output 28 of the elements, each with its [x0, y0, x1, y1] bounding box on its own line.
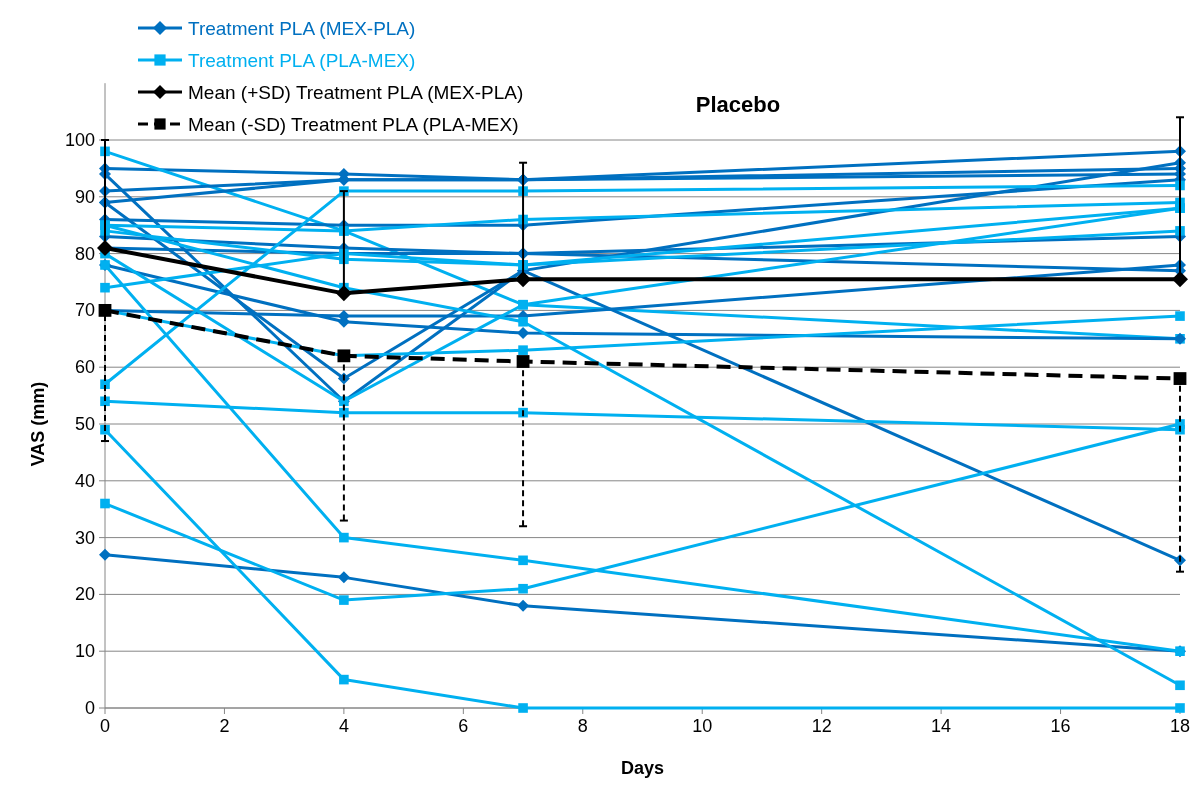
legend-label: Mean (-SD) Treatment PLA (PLA-MEX)	[188, 114, 519, 135]
y-axis-title: VAS (mm)	[28, 381, 48, 467]
y-tick-label: 10	[74, 641, 95, 662]
x-tick-label: 2	[219, 716, 230, 736]
legend-label: Mean (+SD) Treatment PLA (MEX-PLA)	[188, 82, 524, 103]
legend-label: Treatment PLA (MEX-PLA)	[188, 18, 416, 39]
x-tick-label: 8	[577, 716, 588, 736]
x-tick-label: 12	[811, 716, 832, 736]
x-tick-label: 18	[1169, 716, 1191, 736]
chart-title: Placebo	[695, 92, 781, 117]
y-tick-label: 50	[74, 414, 95, 434]
y-tick-label: 90	[74, 186, 95, 207]
x-tick-label: 4	[338, 716, 349, 736]
x-tick-label: 14	[931, 716, 952, 736]
x-tick-label: 0	[99, 716, 111, 736]
y-tick-label: 100	[64, 130, 95, 150]
y-tick-label: 60	[74, 357, 95, 378]
y-tick-label: 30	[74, 527, 95, 548]
y-tick-label: 80	[74, 243, 95, 264]
x-tick-label: 10	[692, 716, 713, 736]
y-tick-label: 70	[74, 300, 95, 321]
y-tick-label: 0	[84, 698, 95, 718]
y-tick-label: 20	[74, 584, 95, 605]
x-tick-label: 6	[458, 716, 469, 736]
x-tick-label: 16	[1050, 716, 1071, 736]
y-tick-label: 40	[74, 470, 95, 491]
x-axis-title: Days	[620, 758, 665, 778]
legend-label: Treatment PLA (PLA-MEX)	[188, 50, 416, 71]
